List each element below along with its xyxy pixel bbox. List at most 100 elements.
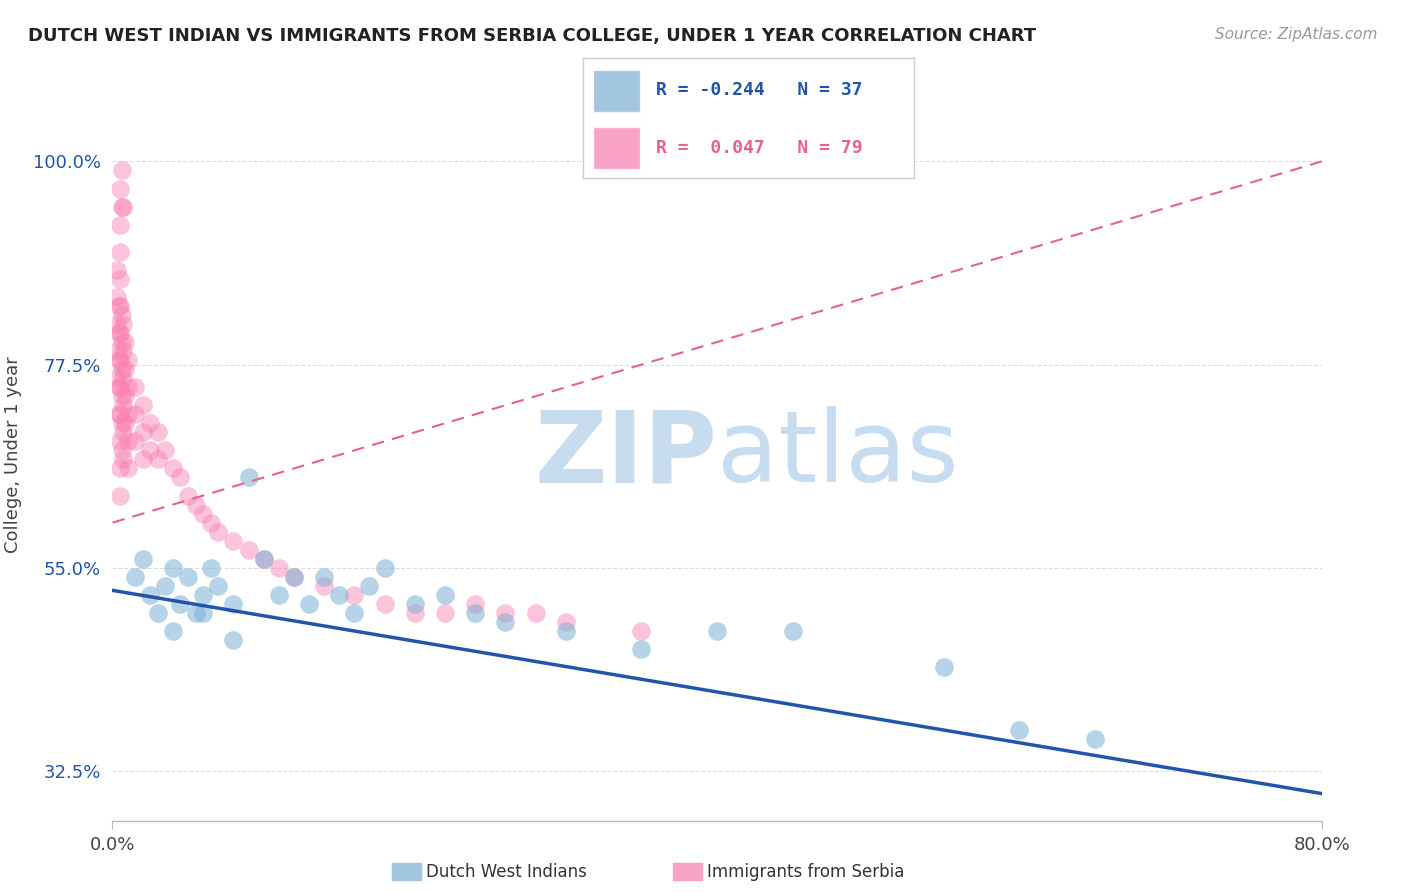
Point xyxy=(124,380,146,394)
Point xyxy=(200,516,222,530)
Point xyxy=(105,344,128,359)
Point xyxy=(114,362,136,376)
Point xyxy=(238,470,260,484)
Point xyxy=(108,326,131,340)
Point xyxy=(434,606,457,620)
Point xyxy=(107,353,129,368)
Point xyxy=(110,443,132,458)
Point xyxy=(105,262,128,277)
Point xyxy=(464,597,486,611)
Point xyxy=(162,624,184,638)
Point xyxy=(139,443,162,458)
Point xyxy=(114,389,136,403)
Point xyxy=(283,570,305,584)
Text: Immigrants from Serbia: Immigrants from Serbia xyxy=(707,863,904,881)
Point xyxy=(253,551,276,566)
Bar xyxy=(593,70,640,112)
Point xyxy=(107,407,129,421)
Text: Dutch West Indians: Dutch West Indians xyxy=(426,863,586,881)
Point xyxy=(108,353,131,368)
Point xyxy=(222,597,245,611)
Point xyxy=(222,533,245,548)
Point xyxy=(314,570,336,584)
Point xyxy=(108,434,131,449)
Point xyxy=(139,588,162,602)
Point xyxy=(108,461,131,475)
Point xyxy=(110,389,132,403)
Point xyxy=(1008,723,1031,738)
Point xyxy=(124,407,146,421)
Point xyxy=(146,452,169,467)
Point xyxy=(112,398,135,412)
Text: R =  0.047   N = 79: R = 0.047 N = 79 xyxy=(657,139,863,157)
Point xyxy=(110,362,132,376)
Point xyxy=(706,624,728,638)
Point xyxy=(105,290,128,304)
Point xyxy=(191,588,215,602)
Point xyxy=(108,380,131,394)
Point xyxy=(105,317,128,331)
Point xyxy=(253,551,276,566)
Point xyxy=(146,425,169,440)
Point xyxy=(112,344,135,359)
Point xyxy=(110,308,132,322)
Point xyxy=(283,570,305,584)
Point xyxy=(112,452,135,467)
Point xyxy=(132,452,155,467)
Point xyxy=(108,244,131,259)
Point xyxy=(177,489,200,503)
Point xyxy=(207,524,229,539)
Point xyxy=(630,642,652,657)
Point xyxy=(108,299,131,313)
Point xyxy=(112,317,135,331)
Point xyxy=(374,597,396,611)
Point xyxy=(107,326,129,340)
Point xyxy=(117,353,139,368)
Point xyxy=(343,606,366,620)
Point xyxy=(124,434,146,449)
Point xyxy=(105,371,128,385)
Point xyxy=(162,561,184,575)
Point xyxy=(267,561,290,575)
Point xyxy=(207,579,229,593)
Point xyxy=(117,434,139,449)
Point xyxy=(108,407,131,421)
Text: ZIP: ZIP xyxy=(534,407,717,503)
Point xyxy=(464,606,486,620)
Point xyxy=(314,579,336,593)
Point xyxy=(343,588,366,602)
Text: R = -0.244   N = 37: R = -0.244 N = 37 xyxy=(657,81,863,100)
Point xyxy=(108,272,131,286)
Bar xyxy=(593,127,640,169)
Point xyxy=(117,380,139,394)
Point xyxy=(114,417,136,431)
Point xyxy=(110,334,132,349)
Point xyxy=(404,606,426,620)
Point xyxy=(298,597,321,611)
Point xyxy=(554,624,576,638)
Point xyxy=(139,417,162,431)
Point xyxy=(155,443,177,458)
Text: DUTCH WEST INDIAN VS IMMIGRANTS FROM SERBIA COLLEGE, UNDER 1 YEAR CORRELATION CH: DUTCH WEST INDIAN VS IMMIGRANTS FROM SER… xyxy=(28,27,1036,45)
Point xyxy=(117,407,139,421)
Point xyxy=(112,200,135,214)
Point xyxy=(191,507,215,521)
Y-axis label: College, Under 1 year: College, Under 1 year xyxy=(4,357,21,553)
Point xyxy=(146,606,169,620)
Point xyxy=(267,588,290,602)
Point xyxy=(110,417,132,431)
Point xyxy=(238,542,260,557)
Point xyxy=(114,334,136,349)
Point xyxy=(107,299,129,313)
Point xyxy=(359,579,381,593)
Point xyxy=(932,660,955,674)
Point xyxy=(162,461,184,475)
Text: atlas: atlas xyxy=(717,407,959,503)
Point xyxy=(495,615,517,629)
Point xyxy=(112,425,135,440)
Point xyxy=(782,624,804,638)
Point xyxy=(155,579,177,593)
Point xyxy=(434,588,457,602)
Text: Source: ZipAtlas.com: Source: ZipAtlas.com xyxy=(1215,27,1378,42)
Point xyxy=(1084,732,1107,747)
